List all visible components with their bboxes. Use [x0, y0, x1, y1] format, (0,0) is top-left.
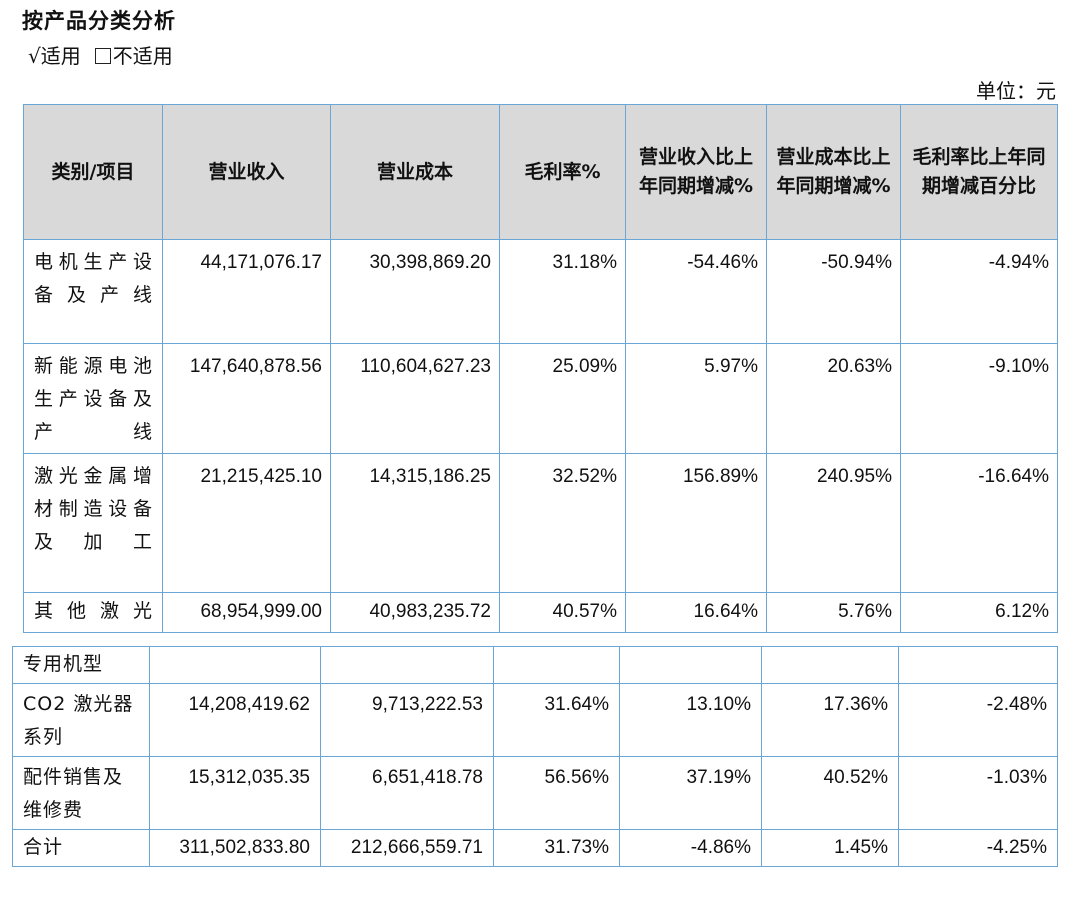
row-gross-margin: 25.09% [499, 343, 626, 454]
row-category: 合计 [12, 829, 150, 867]
row-cost: 14,315,186.25 [330, 453, 500, 593]
row-revenue: 147,640,878.56 [162, 343, 331, 454]
row-revenue-yoy: 37.19% [619, 756, 762, 830]
row-margin-yoy: -1.03% [898, 756, 1058, 830]
unchecked-box-icon [94, 48, 111, 64]
row-gross-margin: 31.64% [493, 683, 620, 757]
row-revenue: 15,312,035.35 [149, 756, 321, 830]
row-revenue-yoy: -4.86% [619, 829, 762, 867]
applicable-option: √适用 [28, 44, 81, 68]
product-category-table: 类别/项目 营业收入 营业成本 毛利率% 营业收入比上年同期增减% 营业成本比上… [23, 104, 1058, 633]
row-revenue: 21,215,425.10 [162, 453, 331, 593]
row-margin-yoy: -16.64% [900, 453, 1058, 593]
row-cost-yoy: 1.45% [761, 829, 899, 867]
row-revenue: 311,502,833.80 [149, 829, 321, 867]
row-cost: 40,983,235.72 [330, 592, 500, 633]
row-cost [320, 646, 494, 684]
page-title: 按产品分类分析 [22, 9, 176, 33]
row-gross-margin: 31.73% [493, 829, 620, 867]
row-category: 新能源电池生产设备及产线 [23, 343, 163, 454]
table-row: CO2 激光器系列 14,208,419.62 9,713,222.53 31.… [12, 683, 1058, 757]
header-cost: 营业成本 [330, 104, 500, 240]
row-margin-yoy: -9.10% [900, 343, 1058, 454]
table-row: 新能源电池生产设备及产线 147,640,878.56 110,604,627.… [23, 343, 1058, 454]
row-margin-yoy: -4.94% [900, 239, 1058, 344]
row-gross-margin [493, 646, 620, 684]
row-cost-yoy: -50.94% [766, 239, 901, 344]
row-category: 其他激光 [23, 592, 163, 633]
row-margin-yoy [898, 646, 1058, 684]
row-category: 电机生产设备及产线 [23, 239, 163, 344]
row-cost: 110,604,627.23 [330, 343, 500, 454]
row-revenue-yoy: 156.89% [625, 453, 767, 593]
table-row: 其他激光 68,954,999.00 40,983,235.72 40.57% … [23, 592, 1058, 633]
header-gross-margin: 毛利率% [499, 104, 626, 240]
header-category: 类别/项目 [23, 104, 163, 240]
table-row: 电机生产设备及产线 44,171,076.17 30,398,869.20 31… [23, 239, 1058, 344]
row-category: 配件销售及维修费 [12, 756, 150, 830]
applicability-options: √适用 不适用 [28, 40, 173, 69]
row-revenue [149, 646, 321, 684]
product-category-table-continued: 专用机型 CO2 激光器系列 14,208,419.62 9,713,222.5… [12, 646, 1058, 867]
row-category: CO2 激光器系列 [12, 683, 150, 757]
unit-label: 单位：元 [976, 79, 1056, 103]
table-row: 合计 311,502,833.80 212,666,559.71 31.73% … [12, 829, 1058, 867]
row-cost: 30,398,869.20 [330, 239, 500, 344]
row-cost: 9,713,222.53 [320, 683, 494, 757]
row-revenue-yoy: 5.97% [625, 343, 767, 454]
row-cost: 212,666,559.71 [320, 829, 494, 867]
header-cost-yoy: 营业成本比上年同期增减% [766, 104, 901, 240]
row-revenue: 44,171,076.17 [162, 239, 331, 344]
row-revenue: 68,954,999.00 [162, 592, 331, 633]
row-cost-yoy: 240.95% [766, 453, 901, 593]
row-cost-yoy: 40.52% [761, 756, 899, 830]
table-row: 激光金属增材制造设备及加工 21,215,425.10 14,315,186.2… [23, 453, 1058, 593]
row-revenue-yoy [619, 646, 762, 684]
row-margin-yoy: -2.48% [898, 683, 1058, 757]
row-revenue: 14,208,419.62 [149, 683, 321, 757]
row-gross-margin: 32.52% [499, 453, 626, 593]
row-cost-yoy [761, 646, 899, 684]
table-row: 配件销售及维修费 15,312,035.35 6,651,418.78 56.5… [12, 756, 1058, 830]
row-cost-yoy: 5.76% [766, 592, 901, 633]
not-applicable-option: 不适用 [112, 44, 173, 68]
row-gross-margin: 56.56% [493, 756, 620, 830]
header-margin-yoy: 毛利率比上年同期增减百分比 [900, 104, 1058, 240]
row-cost-yoy: 20.63% [766, 343, 901, 454]
row-cost: 6,651,418.78 [320, 756, 494, 830]
row-gross-margin: 40.57% [499, 592, 626, 633]
header-revenue-yoy: 营业收入比上年同期增减% [625, 104, 767, 240]
row-cost-yoy: 17.36% [761, 683, 899, 757]
row-category: 激光金属增材制造设备及加工 [23, 453, 163, 593]
header-revenue: 营业收入 [162, 104, 331, 240]
table-header-row: 类别/项目 营业收入 营业成本 毛利率% 营业收入比上年同期增减% 营业成本比上… [23, 104, 1058, 240]
row-revenue-yoy: -54.46% [625, 239, 767, 344]
row-revenue-yoy: 13.10% [619, 683, 762, 757]
row-margin-yoy: 6.12% [900, 592, 1058, 633]
row-gross-margin: 31.18% [499, 239, 626, 344]
row-category: 专用机型 [12, 646, 150, 684]
row-margin-yoy: -4.25% [898, 829, 1058, 867]
table-row: 专用机型 [12, 646, 1058, 684]
row-revenue-yoy: 16.64% [625, 592, 767, 633]
